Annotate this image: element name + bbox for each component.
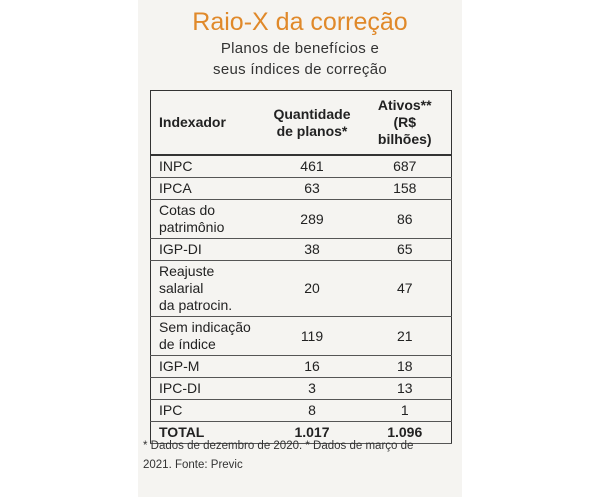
table-cell: 21 — [358, 316, 452, 356]
total-cell: 1.096 — [358, 421, 452, 444]
table-cell: 119 — [265, 316, 359, 356]
table-cell: 86 — [358, 199, 452, 239]
footnote: * Dados de dezembro de 2020. * Dados de … — [143, 440, 414, 452]
label-line: Sem indicação — [159, 319, 251, 335]
total-cell: 1.017 — [265, 421, 359, 444]
title: Raio-X da correção — [192, 8, 408, 36]
row-label: IGP-DI — [150, 238, 266, 261]
footnote: 2021. Fonte: Previc — [143, 459, 243, 471]
label-line: IPC-DI — [159, 380, 201, 396]
header-row: Indexador Quantidade de planos* Ativos** (R$… — [150, 90, 452, 156]
row-label: Reajuste salarial da patrocin. — [150, 260, 266, 317]
row-label: IPC-DI — [150, 377, 266, 400]
table-cell: 1 — [358, 399, 452, 422]
row-label: INPC — [150, 155, 266, 178]
table-row: IPC 8 1 — [150, 399, 452, 422]
table-row: Sem indicação de índice 119 21 — [150, 316, 452, 356]
row-label: Sem indicação de índice — [150, 316, 266, 356]
row-label: IGP-M — [150, 355, 266, 378]
header-line: Indexador — [159, 114, 226, 130]
table-cell: 687 — [358, 155, 452, 178]
header-line: Quantidade — [273, 105, 351, 122]
table-cell: 8 — [265, 399, 359, 422]
label-line: INPC — [159, 158, 193, 174]
table-cell: 16 — [265, 355, 359, 378]
table-cell: 20 — [265, 260, 359, 317]
table-cell: 47 — [358, 260, 452, 317]
table-cell: 158 — [358, 177, 452, 200]
table-cell: 3 — [265, 377, 359, 400]
table-cell: 65 — [358, 238, 452, 261]
row-label: IPC — [150, 399, 266, 422]
column-header: Indexador — [150, 90, 266, 156]
table-row: IPC-DI 3 13 — [150, 377, 452, 400]
total-cell: TOTAL — [150, 421, 266, 444]
table-row: IPCA 63 158 — [150, 177, 452, 200]
label-line: IGP-M — [159, 358, 200, 374]
table-cell: 38 — [265, 238, 359, 261]
column-header: Quantidade de planos* — [265, 90, 359, 156]
table-row: IGP-DI 38 65 — [150, 238, 452, 261]
table: Indexador Quantidade de planos* Ativos** (R$… — [150, 90, 452, 444]
label-line: patrimônio — [159, 219, 225, 235]
subtitle: seus índices de correção — [213, 61, 387, 78]
table-row: Cotas do patrimônio 289 86 — [150, 199, 452, 239]
label-line: de índice — [159, 336, 216, 352]
table-row: Reajuste salarial da patrocin. 20 47 — [150, 260, 452, 317]
header-line: (R$ bilhões) — [377, 114, 432, 147]
table-row: IGP-M 16 18 — [150, 355, 452, 378]
table-cell: 13 — [358, 377, 452, 400]
table-cell: 461 — [265, 155, 359, 178]
label-line: da patrocin. — [159, 297, 233, 313]
row-label: IPCA — [150, 177, 266, 200]
label-line: IPCA — [159, 180, 192, 196]
table-cell: 63 — [265, 177, 359, 200]
label-line: Cotas do — [159, 202, 216, 218]
label-line: Reajuste salarial — [159, 263, 215, 296]
header-line: de planos* — [276, 122, 348, 139]
total-row: TOTAL 1.017 1.096 — [150, 421, 452, 444]
label-line: IGP-DI — [159, 241, 202, 257]
subtitle: Planos de benefícios e — [220, 40, 380, 57]
table-row: INPC 461 687 — [150, 155, 452, 178]
label-line: IPC — [159, 402, 183, 418]
header-line: Ativos** — [377, 97, 432, 113]
table-cell: 18 — [358, 355, 452, 378]
row-label: Cotas do patrimônio — [150, 199, 266, 239]
column-header: Ativos** (R$ bilhões) — [358, 90, 452, 156]
table-cell: 289 — [265, 199, 359, 239]
